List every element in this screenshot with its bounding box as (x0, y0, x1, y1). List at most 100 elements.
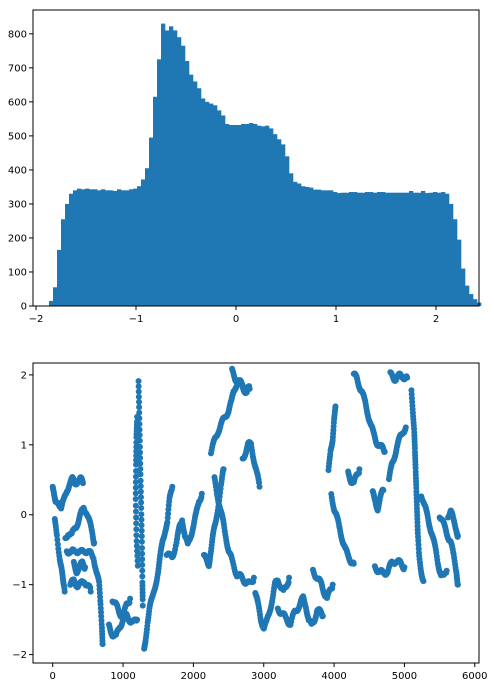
scatter-point (61, 588, 68, 595)
histogram-bar (153, 96, 158, 306)
scatter-x-tick-label: 1000 (110, 671, 135, 682)
histogram-bar (177, 37, 182, 307)
scatter-point (138, 505, 145, 512)
histogram-bar (469, 294, 474, 306)
histogram-bar (349, 192, 354, 306)
histogram-bar (101, 189, 106, 306)
histogram-bar (361, 192, 366, 306)
scatter-point (133, 443, 140, 450)
histogram-y-tick-label: 400 (8, 165, 27, 176)
histogram-bar (97, 190, 102, 306)
scatter-point (402, 424, 409, 431)
histogram-bar (301, 186, 306, 306)
scatter-point (164, 514, 171, 521)
scatter-point (250, 574, 257, 581)
histogram-y-tick-label: 100 (8, 267, 27, 278)
histogram-axes: −2 −1 0 1 2 0 100 200 300 400 500 600 700 800 (8, 9, 482, 325)
scatter-point (87, 588, 94, 595)
histogram-bar (389, 192, 394, 306)
histogram-bar (89, 189, 94, 306)
scatter-point (319, 613, 326, 620)
scatter-point (127, 595, 134, 602)
histogram-bar (65, 203, 70, 306)
histogram-bar (69, 193, 74, 306)
histogram-bar (169, 26, 174, 307)
histogram-bar (249, 122, 254, 306)
scatter-y-tick-label: −1 (12, 580, 27, 591)
histogram-bar (229, 124, 234, 306)
histogram-bar (405, 192, 410, 306)
scatter-point (138, 538, 145, 545)
scatter-point (134, 413, 141, 420)
scatter-axes: 0 1000 2000 3000 4000 5000 6000 −2 −1 0 1 2 (12, 362, 488, 682)
scatter-point (220, 466, 227, 473)
histogram-y-tick-label: 700 (8, 63, 27, 74)
scatter-point (169, 483, 176, 490)
scatter-point (132, 495, 139, 502)
scatter-point (132, 479, 139, 486)
scatter-point (132, 502, 139, 509)
scatter-x-ticks: 0 1000 2000 3000 4000 5000 6000 (50, 663, 488, 682)
histogram-bar (449, 203, 454, 306)
histogram-bar (209, 103, 214, 306)
scatter-point (133, 461, 140, 468)
scatter-point (286, 574, 293, 581)
histogram-bar (289, 173, 294, 306)
histogram-bar (185, 61, 190, 306)
scatter-point (285, 579, 292, 586)
histogram-bar (125, 190, 130, 306)
scatter-point (356, 466, 363, 473)
scatter-point (139, 573, 146, 580)
histogram-bar (433, 192, 438, 306)
histogram-bar (201, 98, 206, 306)
histogram-bar (133, 188, 138, 306)
histogram-bar (257, 125, 262, 306)
scatter-point (246, 385, 253, 392)
scatter-point (54, 536, 61, 543)
histogram-bar (225, 123, 230, 306)
scatter-point (91, 539, 98, 546)
scatter-x-tick-label: 4000 (321, 671, 346, 682)
histogram-bar (181, 45, 186, 307)
histogram-bar (333, 192, 338, 306)
histogram-bar (273, 134, 278, 306)
scatter-point (198, 490, 205, 497)
histogram-bar (145, 168, 150, 306)
histogram-bar (157, 59, 162, 307)
histogram-bar (205, 101, 210, 307)
scatter-point (139, 556, 146, 563)
histogram-bar (393, 192, 398, 306)
scatter-point (138, 522, 145, 529)
histogram-bar (353, 192, 358, 306)
scatter-point (454, 581, 461, 588)
scatter-point (79, 480, 86, 487)
histogram-bar (365, 192, 370, 306)
histogram-bar (117, 189, 122, 306)
histogram-bar (397, 192, 402, 306)
histogram-y-tick-label: 500 (8, 131, 27, 142)
histogram-bar (297, 183, 302, 306)
histogram-bar (357, 192, 362, 306)
histogram-bar (413, 192, 418, 306)
histogram-bar (189, 74, 194, 306)
histogram-bar (193, 81, 198, 306)
histogram-bar (217, 110, 222, 306)
scatter-point (133, 452, 140, 459)
scatter-point (454, 532, 461, 539)
histogram-bar (285, 156, 290, 306)
scatter-point (137, 471, 144, 478)
histogram-bar (377, 192, 382, 306)
histogram-bar (369, 192, 374, 306)
histogram-bar (53, 287, 58, 306)
scatter-point (134, 562, 141, 569)
scatter-point (135, 393, 142, 400)
scatter-point (256, 483, 263, 490)
histogram-y-tick-label: 600 (8, 97, 27, 108)
histogram-bar (49, 300, 54, 306)
scatter-point (132, 467, 139, 474)
histogram-bar (265, 125, 270, 306)
histogram-bar (425, 193, 430, 306)
histogram-y-tick-label: 200 (8, 233, 27, 244)
scatter-point (139, 596, 146, 603)
histogram-bar (457, 239, 462, 306)
